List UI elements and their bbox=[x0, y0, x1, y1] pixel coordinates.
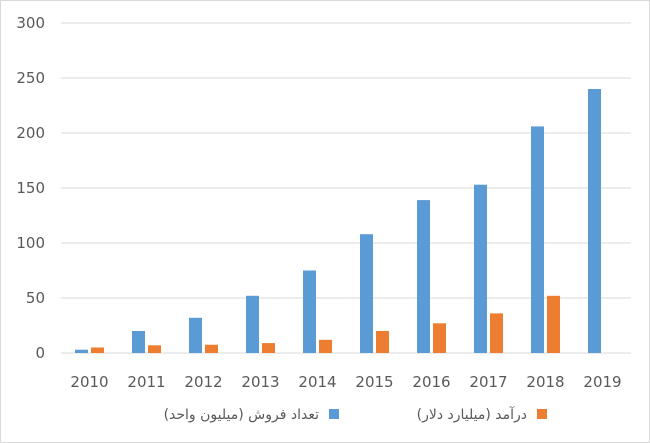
bar-sales-2013 bbox=[246, 295, 259, 353]
bar-sales-2016 bbox=[417, 200, 430, 353]
x-tick-label: 2019 bbox=[583, 373, 621, 391]
legend-label: تعداد فروش (میلیون واحد) bbox=[164, 407, 320, 423]
x-tick-label: 2013 bbox=[241, 373, 279, 391]
bar-revenue-2015 bbox=[376, 331, 389, 353]
y-tick-label: 100 bbox=[16, 234, 45, 252]
legend-swatch bbox=[329, 409, 339, 419]
legend: تعداد فروش (میلیون واحد) درآمد (میلیارد د… bbox=[164, 406, 547, 423]
bar-revenue-2011 bbox=[148, 345, 161, 353]
y-tick-label: 300 bbox=[16, 14, 45, 32]
bar-revenue-2017 bbox=[490, 313, 503, 353]
bar-sales-2017 bbox=[474, 184, 487, 353]
bar-sales-2014 bbox=[303, 270, 316, 353]
y-tick-label: 150 bbox=[16, 179, 45, 197]
x-tick-label: 2011 bbox=[127, 373, 165, 391]
legend-swatch bbox=[537, 409, 547, 419]
x-tick-label: 2015 bbox=[355, 373, 393, 391]
bar-revenue-2018 bbox=[547, 295, 560, 353]
y-tick-label: 0 bbox=[35, 344, 45, 362]
x-tick-label: 2017 bbox=[469, 373, 507, 391]
x-tick-label: 2018 bbox=[526, 373, 564, 391]
bar-revenue-2013 bbox=[262, 343, 275, 353]
bar-sales-2011 bbox=[132, 331, 145, 353]
x-axis: 2010 2011 2012 2013 2014 2015 2016 2017 2018 2019 bbox=[70, 373, 621, 391]
bar-revenue-2016 bbox=[433, 323, 446, 353]
x-tick-label: 2010 bbox=[70, 373, 108, 391]
y-tick-label: 200 bbox=[16, 124, 45, 142]
bar-revenue-2014 bbox=[319, 339, 332, 353]
y-tick-label: 50 bbox=[26, 289, 45, 307]
y-tick-label: 250 bbox=[16, 69, 45, 87]
bar-sales-2019 bbox=[588, 89, 601, 353]
bar-revenue-2012 bbox=[205, 344, 218, 353]
bars bbox=[75, 89, 601, 354]
y-axis: 0 50 100 150 200 250 300 bbox=[16, 14, 45, 362]
legend-label: درآمد (میلیارد دلار) bbox=[417, 406, 527, 423]
bar-sales-2015 bbox=[360, 234, 373, 353]
x-tick-label: 2012 bbox=[184, 373, 222, 391]
bar-sales-2018 bbox=[531, 126, 544, 354]
gridlines bbox=[61, 22, 631, 354]
bar-sales-2010 bbox=[75, 349, 88, 353]
x-tick-label: 2016 bbox=[412, 373, 450, 391]
x-tick-label: 2014 bbox=[298, 373, 336, 391]
bar-sales-2012 bbox=[189, 317, 202, 353]
bar-revenue-2010 bbox=[91, 347, 104, 353]
